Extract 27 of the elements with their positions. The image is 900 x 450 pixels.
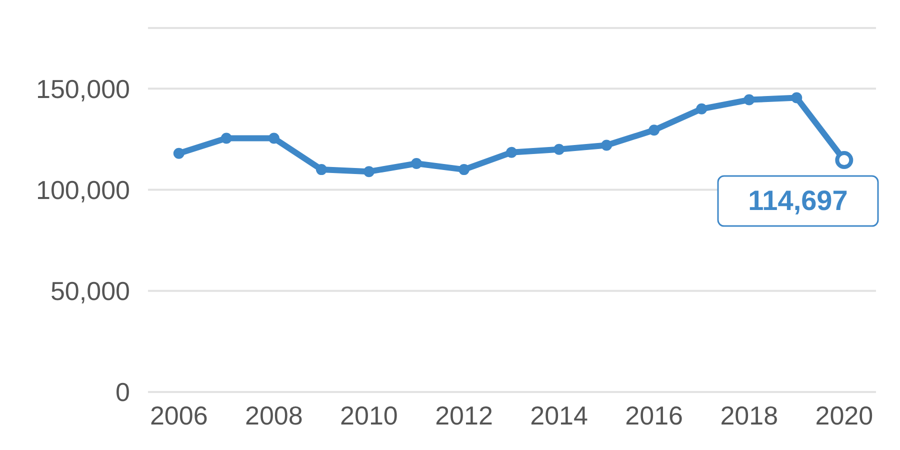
x-tick-label: 2006 bbox=[150, 400, 208, 430]
point bbox=[268, 132, 280, 144]
y-tick-label: 0 bbox=[116, 377, 130, 408]
point bbox=[506, 146, 518, 158]
point bbox=[791, 92, 802, 104]
point bbox=[410, 158, 422, 169]
x-tick-label: 2020 bbox=[815, 400, 874, 430]
x-tick-label: 2018 bbox=[720, 400, 778, 430]
point bbox=[316, 164, 327, 176]
point bbox=[554, 144, 565, 155]
x-tick-label: 2014 bbox=[530, 400, 588, 430]
x-tick-label: 2016 bbox=[625, 400, 684, 430]
y-tick-label: 50,000 bbox=[50, 276, 130, 306]
x-tick-label: 2010 bbox=[340, 400, 398, 430]
y-tick-label: 150,000 bbox=[36, 74, 130, 104]
point bbox=[458, 164, 470, 176]
point bbox=[220, 132, 232, 144]
point bbox=[696, 103, 708, 114]
data-label: 114,697 bbox=[748, 185, 848, 216]
point bbox=[744, 94, 755, 106]
y-tick-label: 100,000 bbox=[36, 175, 130, 206]
point bbox=[363, 166, 374, 178]
point bbox=[173, 148, 184, 159]
point bbox=[601, 140, 612, 151]
point bbox=[648, 124, 660, 136]
x-tick-label: 2008 bbox=[245, 400, 303, 430]
x-tick-label: 2012 bbox=[435, 400, 493, 430]
